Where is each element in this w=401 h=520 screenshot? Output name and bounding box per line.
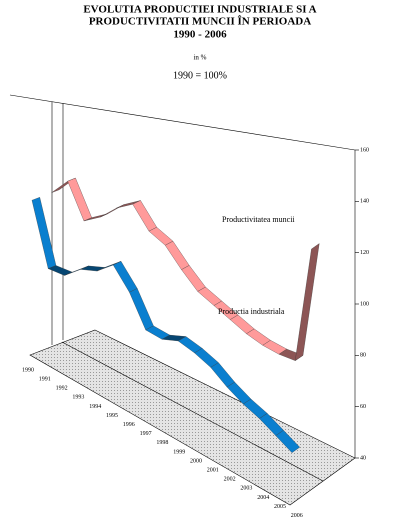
x-tick-label: 2003 (240, 486, 252, 492)
ribbon-segment (229, 314, 255, 334)
y-tick-label: 40 (360, 455, 366, 461)
series-label: Productia industriala (218, 307, 285, 316)
ribbon-segment (80, 265, 106, 272)
ribbon-segment (210, 362, 235, 388)
ribbon-segment (295, 243, 320, 361)
x-tick-label: 1994 (89, 404, 101, 410)
y-tick-label: 120 (360, 250, 369, 256)
ribbon-segment (164, 240, 190, 270)
y-tick-label: 60 (360, 404, 366, 410)
ribbon-segment (31, 197, 57, 269)
title-line: PRODUCTIVITATII MUNCII ÎN PERIOADA (89, 16, 311, 28)
ribbon-segment (194, 348, 219, 368)
x-tick-label: 2001 (207, 467, 219, 473)
note: 1990 = 100% (173, 70, 227, 81)
title-line: 1990 - 2006 (173, 29, 227, 41)
x-tick-label: 1998 (156, 440, 168, 446)
x-tick-label: 1995 (106, 413, 118, 419)
y-tick-label: 100 (360, 301, 369, 307)
ribbon-segment (112, 261, 138, 293)
x-tick-label: 1996 (123, 422, 135, 428)
x-tick-label: 1991 (39, 376, 51, 382)
series-label: Productivitatea muncii (222, 215, 295, 224)
x-tick-label: 1990 (22, 367, 34, 373)
ribbon-segment (148, 227, 174, 246)
ribbon-segment (197, 286, 223, 306)
x-tick-label: 2002 (224, 477, 236, 483)
title-line: EVOLUTIA PRODUCTIEI INDUSTRIALE SI A (83, 4, 316, 16)
x-tick-label: 1999 (173, 449, 185, 455)
x-tick-label: 2004 (257, 495, 269, 501)
x-tick-label: 1993 (72, 395, 84, 401)
x-tick-label: 2005 (274, 504, 286, 510)
y-tick-label: 160 (360, 147, 369, 153)
ribbon-segment (67, 177, 92, 222)
y-tick-label: 140 (360, 199, 369, 205)
x-tick-label: 2006 (291, 513, 303, 519)
x-tick-label: 2000 (190, 458, 202, 464)
ribbon-segment (132, 200, 157, 232)
x-tick-label: 1992 (56, 386, 68, 392)
y-tick-label: 80 (360, 353, 366, 359)
ribbon-segment (275, 430, 300, 453)
ribbon-segment (129, 288, 154, 331)
walls (9, 94, 356, 506)
x-tick-label: 1997 (140, 431, 152, 437)
ribbon-segment (181, 265, 206, 292)
subtitle: in % (193, 54, 206, 62)
